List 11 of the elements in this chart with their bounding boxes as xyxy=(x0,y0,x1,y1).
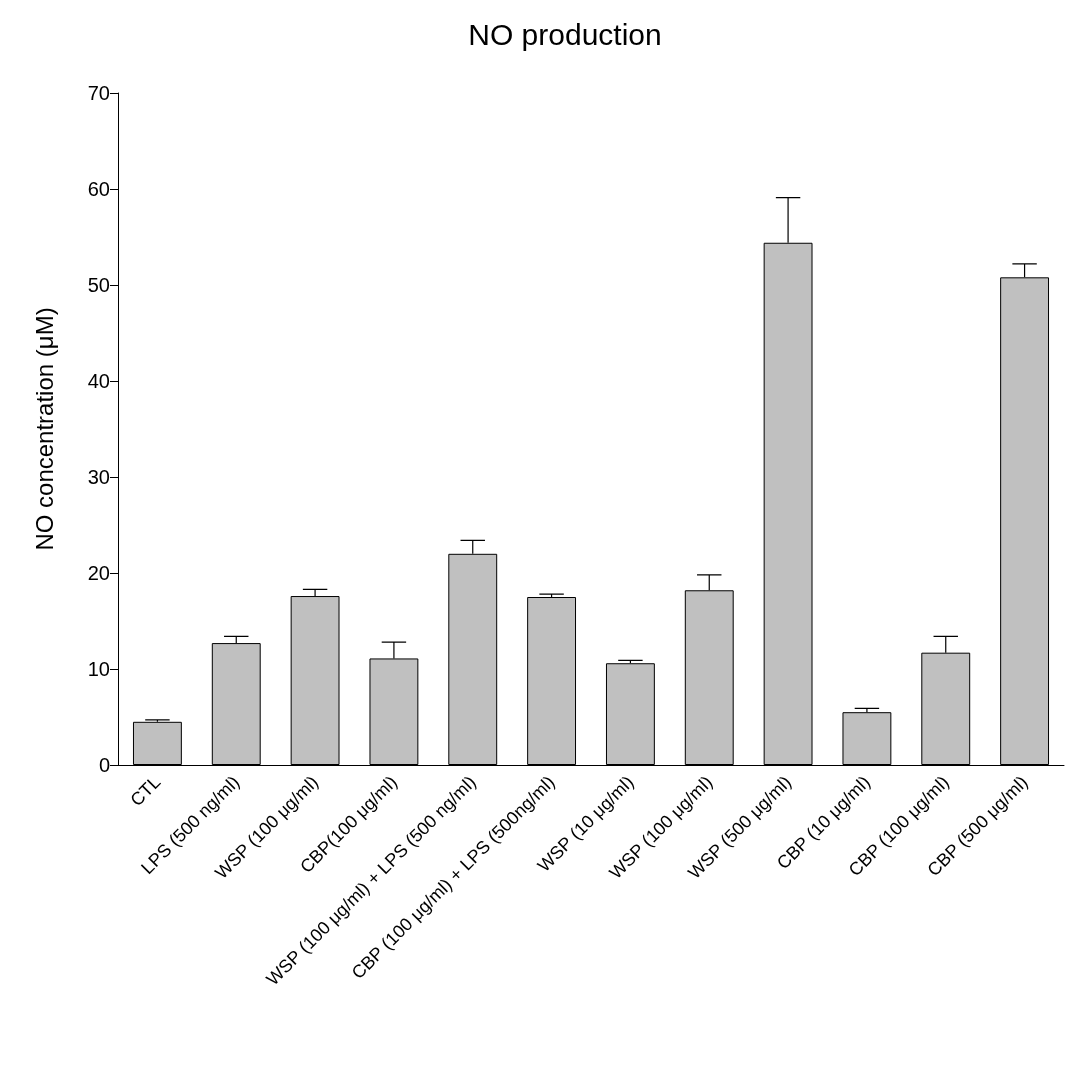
chart-title: NO production xyxy=(468,17,662,51)
y-tick-label: 60 xyxy=(87,178,110,200)
y-axis-title: NO concentration (μM) xyxy=(30,307,58,551)
x-tick-label: CTL xyxy=(126,771,165,811)
y-tick-label: 40 xyxy=(87,370,110,392)
y-tick-label: 50 xyxy=(87,274,110,296)
y-tick-label: 70 xyxy=(87,82,110,104)
y-tick-label: 10 xyxy=(87,658,110,680)
y-tick-label: 30 xyxy=(87,466,110,488)
y-tick-label: 0 xyxy=(98,754,110,776)
y-tick-label: 20 xyxy=(87,562,110,584)
